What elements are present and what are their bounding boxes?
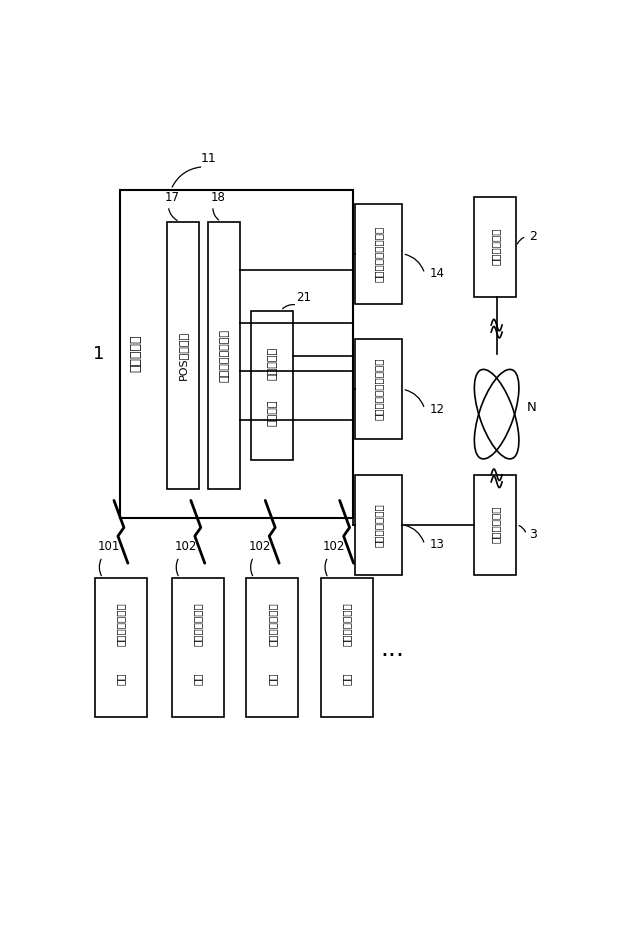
Text: 21: 21: [296, 291, 311, 304]
Text: 102: 102: [174, 540, 196, 553]
Text: ...: ...: [380, 637, 404, 661]
Text: 102: 102: [323, 540, 346, 553]
Bar: [95, 578, 147, 717]
Text: カードリーダー: カードリーダー: [374, 503, 384, 546]
Text: 13: 13: [429, 538, 445, 551]
Text: 2: 2: [529, 231, 537, 244]
Text: 11: 11: [200, 152, 216, 165]
Text: 端末: 端末: [193, 672, 203, 684]
Text: ホスト装置: ホスト装置: [129, 335, 143, 372]
Text: 端末: 端末: [268, 672, 277, 684]
Text: 102: 102: [249, 540, 271, 553]
Bar: [474, 196, 516, 296]
Text: 1: 1: [93, 344, 104, 363]
Text: 18: 18: [211, 191, 225, 204]
Bar: [208, 221, 240, 489]
Text: バーコードスキャナー: バーコードスキャナー: [374, 358, 384, 420]
Bar: [246, 578, 298, 717]
Text: 端末: 端末: [116, 672, 126, 684]
Text: N: N: [526, 401, 536, 414]
Bar: [251, 311, 293, 460]
Bar: [172, 578, 224, 717]
Text: プリンター: プリンター: [268, 346, 277, 380]
Text: 101: 101: [97, 540, 120, 553]
Text: 14: 14: [429, 268, 445, 281]
Text: ユニット: ユニット: [268, 399, 277, 426]
Bar: [355, 204, 403, 304]
Text: 表示タブレット: 表示タブレット: [268, 602, 277, 646]
Text: 12: 12: [429, 403, 445, 416]
Text: 表示タブレット: 表示タブレット: [342, 602, 351, 646]
Text: 端末: 端末: [342, 672, 351, 684]
Text: 表示タブレット: 表示タブレット: [193, 602, 203, 646]
Bar: [355, 339, 403, 439]
Text: キャッシュドロワー: キャッシュドロワー: [374, 226, 384, 282]
Text: POSサーバー: POSサーバー: [178, 331, 188, 380]
Text: デバイスサーバー: デバイスサーバー: [219, 329, 229, 382]
Bar: [474, 475, 516, 574]
Bar: [355, 475, 403, 574]
Bar: [321, 578, 372, 717]
Text: 外部サーバー: 外部サーバー: [490, 228, 500, 266]
Text: 3: 3: [529, 528, 537, 541]
Text: 17: 17: [164, 191, 179, 204]
Bar: [120, 190, 353, 518]
Text: 注文タブレット: 注文タブレット: [116, 602, 126, 646]
Text: 局管ルーター: 局管ルーター: [490, 506, 500, 544]
Bar: [167, 221, 199, 489]
